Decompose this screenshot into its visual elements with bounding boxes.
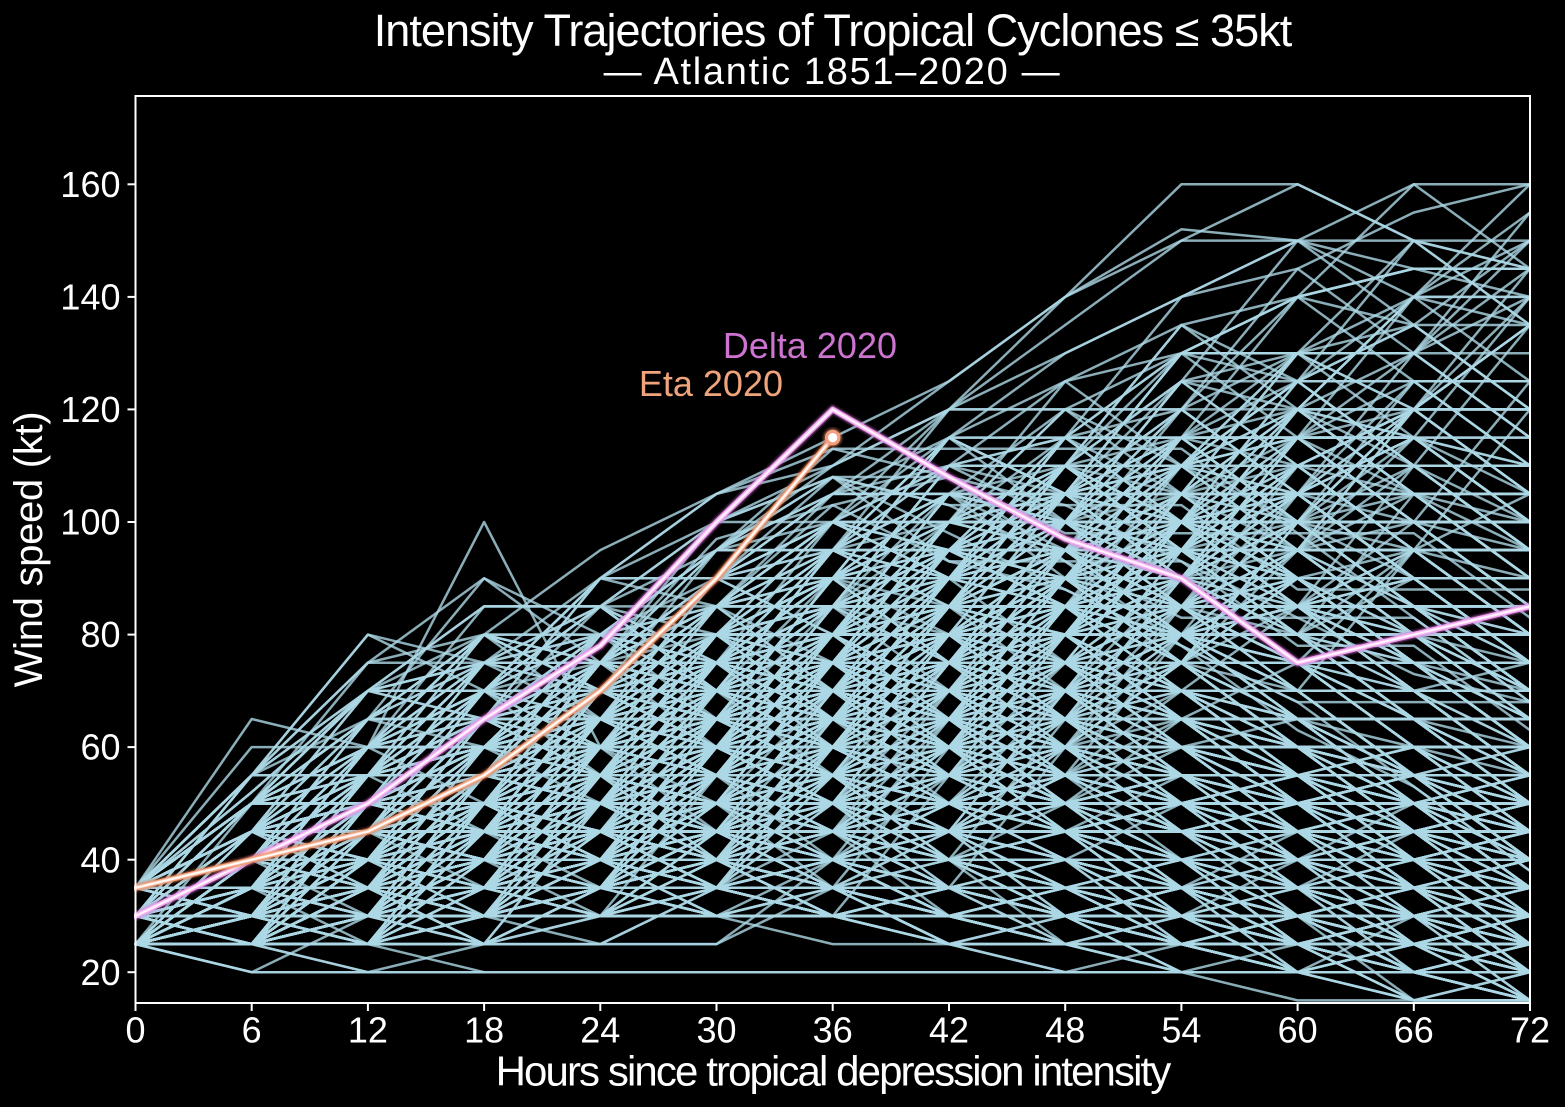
- svg-text:20: 20: [80, 952, 120, 993]
- svg-text:Wind speed (kt): Wind speed (kt): [7, 412, 51, 688]
- svg-text:Delta 2020: Delta 2020: [723, 325, 897, 366]
- svg-text:100: 100: [60, 502, 120, 543]
- svg-text:40: 40: [80, 839, 120, 880]
- svg-text:72: 72: [1510, 1010, 1550, 1051]
- svg-text:24: 24: [580, 1010, 620, 1051]
- svg-text:60: 60: [1278, 1010, 1318, 1051]
- svg-text:80: 80: [80, 614, 120, 655]
- svg-text:120: 120: [60, 389, 120, 430]
- svg-text:Eta 2020: Eta 2020: [639, 363, 783, 404]
- svg-text:54: 54: [1161, 1010, 1201, 1051]
- svg-text:— Atlantic 1851–2020 —: — Atlantic 1851–2020 —: [604, 51, 1062, 93]
- svg-text:60: 60: [80, 727, 120, 768]
- svg-text:30: 30: [696, 1010, 736, 1051]
- svg-text:0: 0: [125, 1010, 145, 1051]
- svg-text:160: 160: [60, 164, 120, 205]
- svg-text:12: 12: [348, 1010, 388, 1051]
- svg-text:36: 36: [813, 1010, 853, 1051]
- svg-text:140: 140: [60, 277, 120, 318]
- svg-text:Hours since tropical depressio: Hours since tropical depression intensit…: [496, 1048, 1172, 1095]
- svg-text:66: 66: [1394, 1010, 1434, 1051]
- svg-text:Intensity Trajectories of Trop: Intensity Trajectories of Tropical Cyclo…: [374, 5, 1293, 56]
- svg-text:18: 18: [464, 1010, 504, 1051]
- svg-text:48: 48: [1045, 1010, 1085, 1051]
- svg-text:42: 42: [929, 1010, 969, 1051]
- svg-text:6: 6: [242, 1010, 262, 1051]
